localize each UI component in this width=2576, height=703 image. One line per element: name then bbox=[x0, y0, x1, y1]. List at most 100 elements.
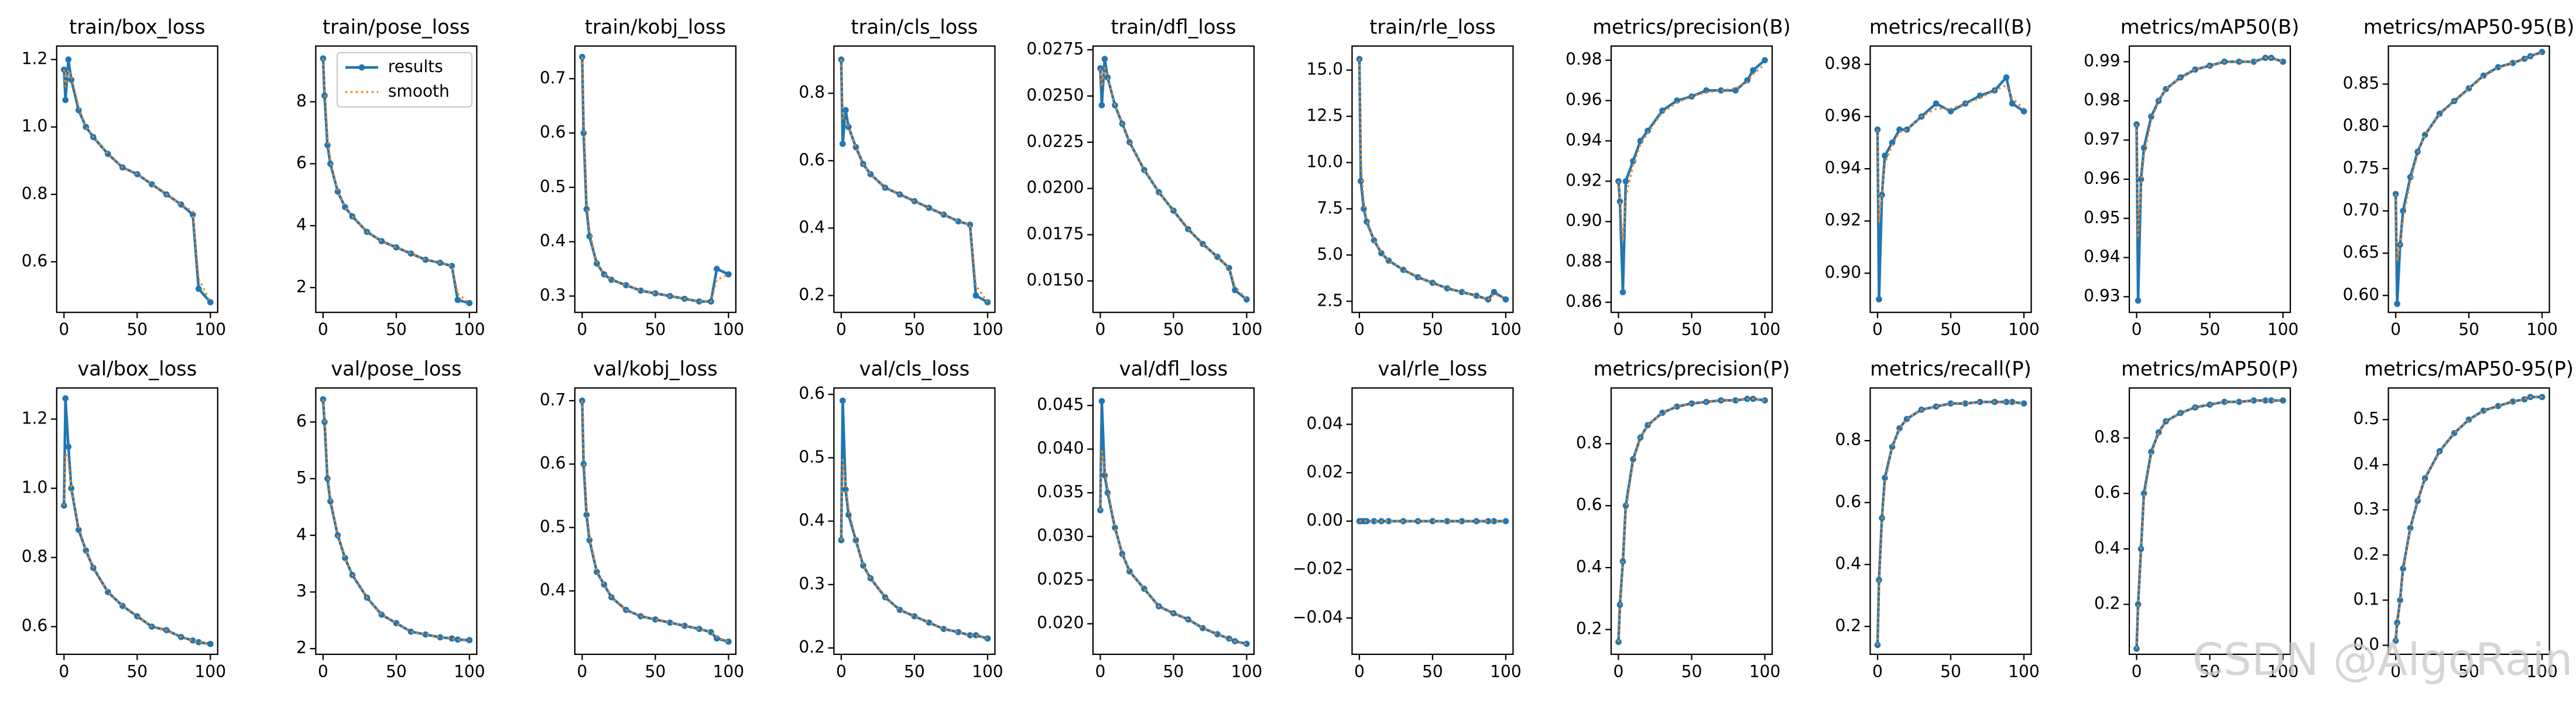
y-tick-label: 6 bbox=[296, 411, 307, 431]
data-point bbox=[586, 233, 593, 240]
x-tick-label: 100 bbox=[1749, 320, 1781, 339]
data-point bbox=[714, 635, 720, 642]
data-point bbox=[967, 632, 974, 639]
data-point bbox=[1750, 67, 1756, 74]
data-point bbox=[75, 527, 82, 533]
x-tick-label: 100 bbox=[1231, 320, 1263, 339]
data-point bbox=[840, 141, 846, 147]
x-tick-label: 100 bbox=[972, 662, 1003, 681]
data-point bbox=[1622, 502, 1629, 509]
data-point bbox=[967, 221, 974, 228]
x-tick-label: 100 bbox=[1749, 662, 1781, 681]
x-tick-label: 0 bbox=[2132, 320, 2142, 339]
data-point bbox=[65, 56, 72, 63]
data-point bbox=[1358, 178, 1364, 185]
x-tick-label: 0 bbox=[1095, 320, 1105, 339]
data-point bbox=[1458, 289, 1465, 295]
x-tick-label: 0 bbox=[836, 662, 847, 681]
data-point bbox=[2407, 173, 2414, 180]
x-tick-label: 100 bbox=[2008, 320, 2040, 339]
y-tick-label: 0.94 bbox=[1566, 130, 1602, 149]
data-point bbox=[327, 498, 334, 505]
smooth-line bbox=[1617, 398, 1765, 642]
axes-frame bbox=[574, 387, 737, 656]
y-tick-label: 0.5 bbox=[799, 447, 825, 466]
data-point bbox=[342, 555, 348, 561]
y-tick-label: 0.04 bbox=[1307, 414, 1343, 433]
data-point bbox=[454, 636, 461, 643]
y-tick-label: 12.5 bbox=[1307, 106, 1343, 125]
y-tick-label: 0.020 bbox=[1037, 613, 1084, 633]
smooth-line bbox=[1876, 401, 2025, 646]
x-tick-label: 0 bbox=[577, 320, 587, 339]
subplot-title: val/rle_loss bbox=[1378, 357, 1487, 380]
y-tick-label: 6 bbox=[296, 153, 307, 172]
y-tick-label: 0.02 bbox=[1307, 462, 1343, 482]
data-point bbox=[714, 265, 720, 272]
data-point bbox=[696, 298, 703, 305]
x-tick-label: 100 bbox=[1490, 662, 1522, 681]
data-point bbox=[68, 76, 75, 83]
subplot: metrics/mAP50-95(B) 0 50 100 0.60 0.65 0.70 0.7… bbox=[2343, 15, 2575, 339]
y-tick-label: 0.0250 bbox=[1026, 86, 1084, 105]
subplot-title: metrics/precision(P) bbox=[1594, 357, 1790, 380]
x-tick-label: 100 bbox=[2267, 320, 2299, 339]
data-point bbox=[195, 639, 202, 646]
data-point bbox=[1703, 87, 1710, 94]
x-tick-label: 0 bbox=[1095, 662, 1105, 681]
subplot: metrics/recall(B) 0 50 100 0.90 0.92 0.94 0.96 0… bbox=[1825, 15, 2040, 339]
y-tick-label: 0.4 bbox=[799, 511, 825, 530]
y-tick-label: 0.3 bbox=[2353, 499, 2379, 518]
data-point bbox=[840, 397, 846, 404]
smooth-line bbox=[322, 58, 470, 304]
x-tick-label: 50 bbox=[1422, 320, 1443, 339]
y-tick-label: 0.2 bbox=[1835, 616, 1861, 635]
x-tick-label: 50 bbox=[126, 662, 148, 681]
data-point bbox=[681, 622, 688, 629]
axes-frame bbox=[2387, 45, 2550, 313]
subplot: train/box_loss 0 50 100 0.6 0.8 1.0 1.2 bbox=[22, 15, 226, 339]
subplot: metrics/recall(P) 0 50 100 0.2 0.4 0.6 0.8 bbox=[1835, 357, 2039, 681]
y-tick-label: 0.70 bbox=[2343, 200, 2379, 220]
data-point bbox=[62, 97, 69, 104]
x-tick-label: 50 bbox=[2458, 320, 2479, 339]
y-tick-label: 0.6 bbox=[540, 122, 566, 142]
data-point bbox=[1098, 102, 1105, 108]
y-tick-label: 0.92 bbox=[1566, 170, 1602, 190]
data-point bbox=[1485, 518, 1492, 524]
x-tick-label: 50 bbox=[126, 320, 148, 339]
data-point bbox=[2268, 397, 2274, 404]
data-point bbox=[2236, 59, 2242, 65]
y-tick-label: 3 bbox=[296, 581, 307, 600]
data-point bbox=[2192, 66, 2198, 73]
data-point bbox=[1444, 285, 1451, 292]
x-tick-label: 100 bbox=[713, 320, 745, 339]
data-point bbox=[189, 637, 196, 644]
y-tick-label: 0.86 bbox=[1566, 292, 1602, 311]
data-point bbox=[1637, 138, 1644, 144]
data-point bbox=[437, 634, 444, 641]
x-tick-label: 100 bbox=[713, 662, 745, 681]
data-point bbox=[2009, 100, 2016, 107]
data-point bbox=[2155, 429, 2162, 436]
subplot-title: metrics/precision(B) bbox=[1592, 15, 1790, 38]
data-point bbox=[1101, 56, 1108, 63]
data-point bbox=[1156, 189, 1162, 196]
y-tick-label: −0.02 bbox=[1293, 559, 1343, 578]
axes-frame bbox=[315, 387, 478, 656]
x-tick-label: 0 bbox=[59, 320, 69, 339]
subplot-title: metrics/mAP50(P) bbox=[2121, 357, 2298, 380]
y-tick-label: 0.5 bbox=[540, 177, 566, 196]
data-point bbox=[1371, 518, 1378, 524]
x-tick-label: 0 bbox=[2132, 662, 2142, 681]
y-tick-label: 0.95 bbox=[2084, 208, 2120, 227]
y-tick-label: 0.5 bbox=[2353, 409, 2379, 428]
y-tick-label: 0.60 bbox=[2343, 285, 2379, 304]
y-tick-label: 8 bbox=[296, 91, 307, 111]
x-tick-label: 50 bbox=[1422, 662, 1443, 681]
x-tick-label: 100 bbox=[195, 662, 227, 681]
data-point bbox=[1104, 489, 1111, 496]
data-point bbox=[1688, 400, 1695, 407]
data-point bbox=[725, 271, 732, 278]
